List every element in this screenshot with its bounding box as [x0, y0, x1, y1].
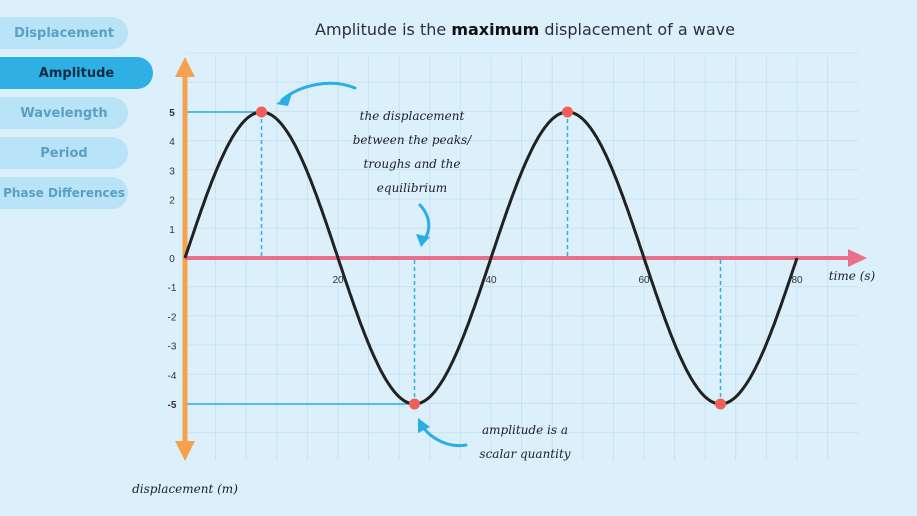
- arrow-to-trough: [420, 424, 468, 448]
- tab-period[interactable]: Period: [0, 137, 128, 169]
- title-post: displacement of a wave: [539, 20, 735, 39]
- title-pre: Amplitude is the: [315, 20, 452, 39]
- tab-amplitude[interactable]: Amplitude: [0, 57, 153, 89]
- tab-displacement[interactable]: Displacement: [0, 17, 128, 49]
- peak-trough-markers: [256, 106, 726, 410]
- y-tick-label: 1: [169, 225, 175, 236]
- arrow-to-equilibrium: [418, 203, 431, 242]
- y-tick-labels: 5 4 3 2 1 0 -1 -2 -3 -4 -5: [168, 108, 177, 411]
- y-axis-arrow-down: [175, 441, 195, 461]
- sine-wave: [183, 110, 799, 406]
- peaks-note-line-4: equilibrium: [377, 181, 447, 195]
- y-tick-label: -4: [168, 371, 177, 382]
- x-tick-label: 40: [485, 275, 497, 286]
- guide-lines: [185, 111, 722, 405]
- y-tick-label: -2: [168, 312, 177, 323]
- peak-marker: [562, 106, 573, 118]
- arrow-to-equilibrium-head: [416, 234, 430, 247]
- scalar-note-line-1: amplitude is a: [482, 423, 568, 437]
- peak-marker: [256, 106, 267, 118]
- x-tick-labels: 20 40 60 80: [332, 275, 803, 286]
- scalar-note-line-2: scalar quantity: [479, 447, 570, 461]
- x-tick-label: 60: [638, 275, 650, 286]
- x-axis-label: time (s): [829, 269, 876, 283]
- y-tick-label: 3: [169, 166, 175, 177]
- arrow-to-trough-head: [418, 418, 430, 433]
- x-axis-arrow: [848, 249, 867, 267]
- peaks-note-line-2: between the peaks/: [353, 133, 473, 147]
- tab-wavelength[interactable]: Wavelength: [0, 97, 128, 129]
- arrow-to-peak-head: [276, 93, 292, 106]
- peaks-note-line-3: troughs and the: [364, 157, 461, 171]
- tab-phase-differences[interactable]: Phase Differences: [0, 177, 128, 209]
- y-tick-label: 5: [169, 108, 175, 119]
- trough-marker: [409, 398, 420, 410]
- y-tick-label: -5: [168, 400, 177, 411]
- y-tick-label: 2: [169, 196, 175, 207]
- y-tick-label: -3: [168, 342, 177, 353]
- y-axis-label: displacement (m): [132, 482, 238, 496]
- trough-marker: [715, 398, 726, 410]
- arrow-to-peak: [280, 81, 357, 102]
- title-bold: maximum: [451, 20, 540, 39]
- x-tick-label: 20: [332, 275, 344, 286]
- y-tick-label: 0: [169, 254, 175, 265]
- y-tick-label: 4: [169, 137, 175, 148]
- x-tick-label: 80: [791, 275, 803, 286]
- page-title: Amplitude is the maximum displacement of…: [300, 20, 750, 39]
- y-tick-label: -1: [168, 283, 177, 294]
- peaks-note-line-1: the displacement: [360, 109, 465, 123]
- y-axis-arrow-up: [175, 57, 195, 77]
